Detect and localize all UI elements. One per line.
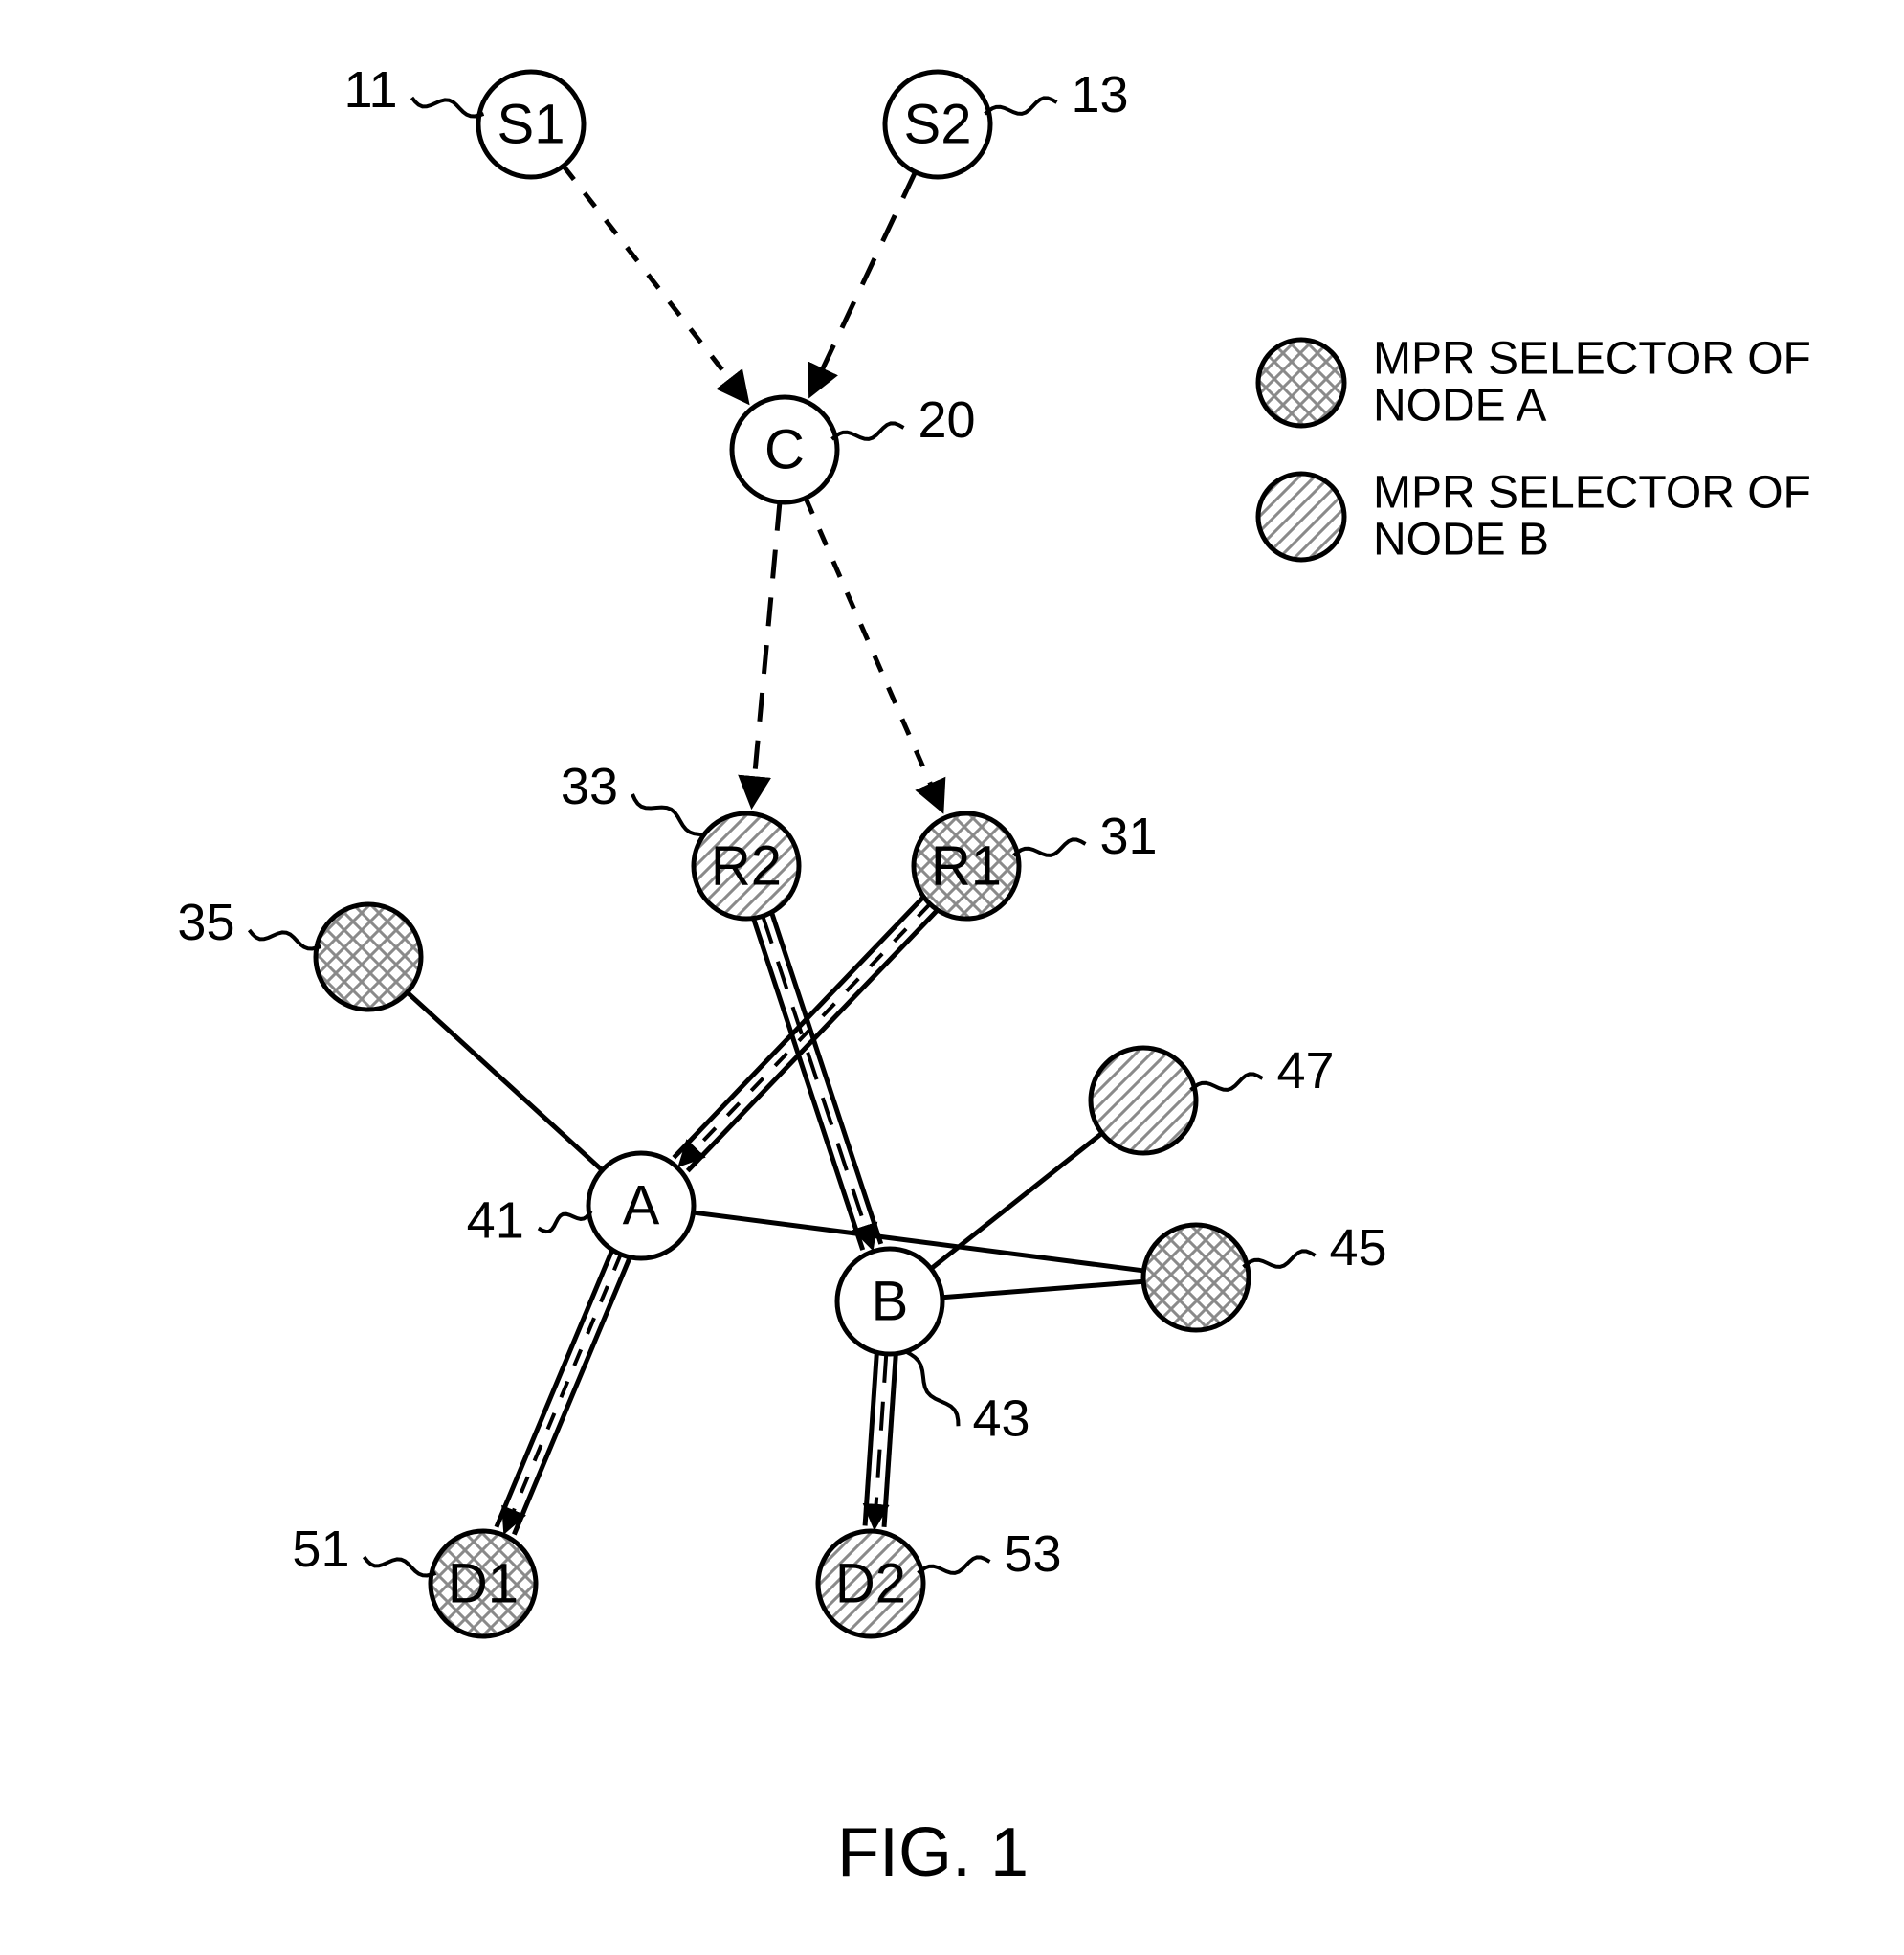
network-figure: S1 S2 C R2 R1 A B D1 D2 11 13 20 33 31 35 41 47 43 45 51 53… [0,0,1904,1955]
legend-text-0-line1: MPR SELECTOR OF [1373,334,1811,385]
ref-tail-11 [412,98,484,116]
legend-swatch-diag [1258,474,1344,560]
ref-tail-35 [250,930,321,948]
node-n45 [1143,1225,1249,1330]
node-label-b: B [872,1271,909,1333]
ref-tail-51 [365,1557,436,1575]
ref-tail-31 [1014,839,1086,855]
ref-tail-13 [985,98,1057,114]
node-label-d1: D1 [448,1553,519,1615]
refs-layer: 11 13 20 33 31 35 41 47 43 45 51 53 [177,61,1386,1583]
ref-label-53: 53 [1005,1525,1062,1583]
node-label-r1: R1 [931,835,1002,898]
ref-tail-20 [832,423,904,439]
figure-caption: FIG. 1 [837,1814,1029,1891]
ref-label-47: 47 [1277,1042,1335,1100]
ref-label-35: 35 [177,894,234,951]
ref-tail-43 [906,1351,959,1426]
ref-tail-53 [919,1557,990,1573]
ref-tail-47 [1191,1074,1263,1090]
ref-label-20: 20 [919,391,976,449]
ref-label-45: 45 [1330,1219,1387,1277]
node-label-c: C [764,419,805,481]
ref-label-43: 43 [973,1389,1030,1447]
node-n47 [1091,1048,1196,1153]
legend-text-1-line1: MPR SELECTOR OF [1373,468,1811,519]
ref-label-33: 33 [561,758,618,815]
legend-text-1-line2: NODE B [1373,515,1549,566]
node-label-s2: S2 [904,94,972,156]
node-label-d2: D2 [835,1553,906,1615]
node-label-s1: S1 [498,94,565,156]
legend-text-0-line2: NODE A [1373,381,1546,432]
ref-label-13: 13 [1072,66,1129,123]
node-n35 [316,904,421,1010]
node-label-r2: R2 [711,835,782,898]
ref-tail-45 [1244,1251,1316,1267]
legend-layer: MPR SELECTOR OFNODE AMPR SELECTOR OFNODE… [1258,334,1811,566]
legend-swatch-cross [1258,340,1344,426]
ref-label-11: 11 [343,61,397,119]
ref-label-41: 41 [467,1192,524,1250]
ref-label-51: 51 [292,1521,349,1578]
node-label-a: A [623,1175,660,1237]
ref-tail-33 [632,794,704,834]
ref-tail-41 [539,1211,591,1233]
ref-label-31: 31 [1100,808,1158,865]
